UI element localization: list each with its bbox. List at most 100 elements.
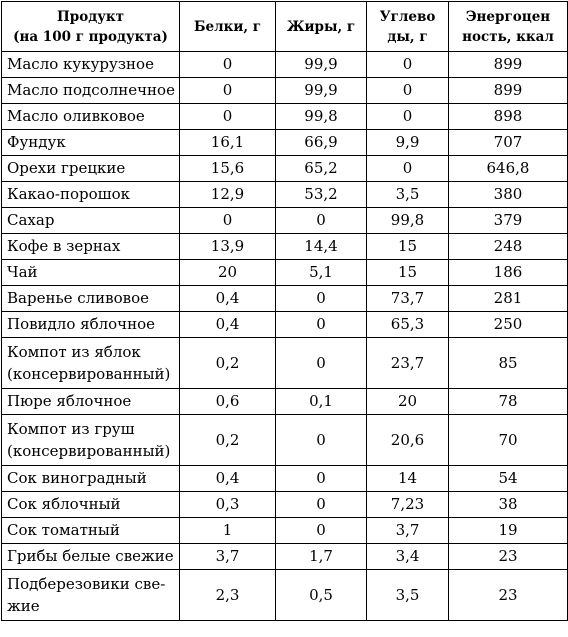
table-row: Масло подсолнечное 0 99,9 0 899 — [1, 77, 568, 104]
table-row: Фундук 16,1 66,9 9,9 707 — [1, 129, 568, 156]
carbs-cell: 23,7 — [366, 337, 449, 389]
carbs-cell: 3,7 — [366, 517, 449, 544]
product-name-cell: Масло подсолнечное — [1, 77, 180, 104]
protein-cell: 0,4 — [179, 285, 276, 312]
product-name-cell: Сок яблочный — [1, 491, 180, 518]
energy-cell: 19 — [448, 517, 568, 544]
product-name-cell: Орехи грецкие — [1, 155, 180, 182]
carbs-cell: 20,6 — [366, 414, 449, 466]
carbs-cell: 73,7 — [366, 285, 449, 312]
table-row: Варенье сливовое 0,4 0 73,7 281 — [1, 285, 568, 312]
product-name-cell: Сок томатный — [1, 517, 180, 544]
product-name-cell: Пюре яблочное — [1, 388, 180, 415]
header-carbs: Углево ды, г — [366, 1, 449, 52]
table-row: Компот из груш (консервированный) 0,2 0 20,… — [1, 414, 568, 466]
energy-cell: 898 — [448, 103, 568, 130]
energy-cell: 250 — [448, 311, 568, 338]
carbs-cell: 0 — [366, 155, 449, 182]
protein-cell: 20 — [179, 259, 276, 286]
fat-cell: 0 — [275, 414, 367, 466]
carbs-cell: 0 — [366, 103, 449, 130]
product-name-cell: Компот из яблок (консервированный) — [1, 337, 180, 389]
energy-cell: 70 — [448, 414, 568, 466]
fat-cell: 65,2 — [275, 155, 367, 182]
table-row: Сок яблочный 0,3 0 7,23 38 — [1, 491, 568, 518]
fat-cell: 0 — [275, 311, 367, 338]
carbs-cell: 14 — [366, 465, 449, 492]
protein-cell: 0 — [179, 51, 276, 78]
protein-cell: 15,6 — [179, 155, 276, 182]
fat-cell: 1,7 — [275, 543, 367, 570]
product-name-cell: Масло кукурузное — [1, 51, 180, 78]
fat-cell: 5,1 — [275, 259, 367, 286]
carbs-cell: 65,3 — [366, 311, 449, 338]
fat-cell: 99,9 — [275, 51, 367, 78]
table-row: Сок томатный 1 0 3,7 19 — [1, 517, 568, 544]
energy-cell: 78 — [448, 388, 568, 415]
product-name-cell: Подберезовики све- жие — [1, 569, 180, 621]
energy-cell: 85 — [448, 337, 568, 389]
product-name-cell: Масло оливковое — [1, 103, 180, 130]
carbs-cell: 99,8 — [366, 207, 449, 234]
protein-cell: 0,3 — [179, 491, 276, 518]
table-row: Масло оливковое 0 99,8 0 898 — [1, 103, 568, 130]
protein-cell: 0 — [179, 103, 276, 130]
protein-cell: 1 — [179, 517, 276, 544]
product-name-cell: Варенье сливовое — [1, 285, 180, 312]
energy-cell: 646,8 — [448, 155, 568, 182]
carbs-cell: 15 — [366, 259, 449, 286]
table-row: Какао-порошок 12,9 53,2 3,5 380 — [1, 181, 568, 208]
product-name-cell: Грибы белые свежие — [1, 543, 180, 570]
protein-cell: 16,1 — [179, 129, 276, 156]
energy-cell: 38 — [448, 491, 568, 518]
protein-cell: 0 — [179, 207, 276, 234]
product-name-cell: Кофе в зернах — [1, 233, 180, 260]
table-body: Масло кукурузное 0 99,9 0 899 Масло подсолнеч… — [1, 51, 568, 621]
nutrition-table: Продукт (на 100 г продукта) Белки, г Жир… — [1, 1, 568, 621]
header-row: Продукт (на 100 г продукта) Белки, г Жир… — [1, 1, 568, 52]
protein-cell: 0,4 — [179, 465, 276, 492]
fat-cell: 0,5 — [275, 569, 367, 621]
carbs-cell: 7,23 — [366, 491, 449, 518]
fat-cell: 0 — [275, 207, 367, 234]
protein-cell: 3,7 — [179, 543, 276, 570]
protein-cell: 13,9 — [179, 233, 276, 260]
fat-cell: 0,1 — [275, 388, 367, 415]
carbs-cell: 0 — [366, 51, 449, 78]
product-name-cell: Компот из груш (консервированный) — [1, 414, 180, 466]
table-row: Чай 20 5,1 15 186 — [1, 259, 568, 286]
table-row: Компот из яблок (консервированный) 0,2 0 23… — [1, 337, 568, 389]
carbs-cell: 3,5 — [366, 181, 449, 208]
carbs-cell: 15 — [366, 233, 449, 260]
energy-cell: 54 — [448, 465, 568, 492]
table-row: Масло кукурузное 0 99,9 0 899 — [1, 51, 568, 78]
fat-cell: 66,9 — [275, 129, 367, 156]
energy-cell: 899 — [448, 77, 568, 104]
protein-cell: 0 — [179, 77, 276, 104]
energy-cell: 379 — [448, 207, 568, 234]
energy-cell: 248 — [448, 233, 568, 260]
table-row: Орехи грецкие 15,6 65,2 0 646,8 — [1, 155, 568, 182]
protein-cell: 12,9 — [179, 181, 276, 208]
energy-cell: 380 — [448, 181, 568, 208]
table-row: Подберезовики све- жие 2,3 0,5 3,5 23 — [1, 569, 568, 621]
carbs-cell: 3,5 — [366, 569, 449, 621]
product-name-cell: Сок виноградный — [1, 465, 180, 492]
carbs-cell: 0 — [366, 77, 449, 104]
fat-cell: 99,8 — [275, 103, 367, 130]
fat-cell: 99,9 — [275, 77, 367, 104]
header-fat: Жиры, г — [275, 1, 367, 52]
energy-cell: 23 — [448, 543, 568, 570]
table-row: Сок виноградный 0,4 0 14 54 — [1, 465, 568, 492]
energy-cell: 186 — [448, 259, 568, 286]
table-row: Сахар 0 0 99,8 379 — [1, 207, 568, 234]
product-name-cell: Сахар — [1, 207, 180, 234]
fat-cell: 0 — [275, 465, 367, 492]
protein-cell: 0,4 — [179, 311, 276, 338]
carbs-cell: 3,4 — [366, 543, 449, 570]
protein-cell: 2,3 — [179, 569, 276, 621]
energy-cell: 707 — [448, 129, 568, 156]
fat-cell: 0 — [275, 337, 367, 389]
fat-cell: 0 — [275, 285, 367, 312]
protein-cell: 0,2 — [179, 414, 276, 466]
